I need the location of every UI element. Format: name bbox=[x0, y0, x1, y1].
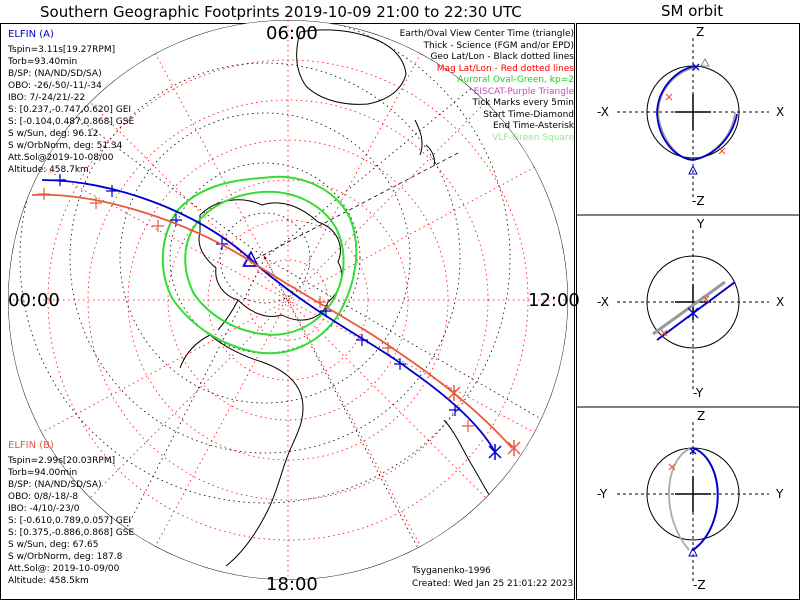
legend-item: Mag Lat/Lon - Red dotted lines bbox=[436, 63, 574, 74]
australia-outline bbox=[296, 29, 407, 105]
elfin-b-line: Att.Sol@: 2019-10-09/00 bbox=[8, 564, 120, 574]
orbit1-left-label: -X bbox=[597, 105, 609, 119]
orbit-a-path bbox=[692, 447, 719, 551]
orbit2-top-label: Y bbox=[697, 217, 705, 231]
orbit2-right-label: X bbox=[776, 295, 785, 309]
orbit1-top-label: Z bbox=[696, 25, 705, 39]
orbit2-left-label: -X bbox=[597, 295, 609, 309]
south-america-outline bbox=[179, 334, 304, 567]
orbit-a-path bbox=[656, 65, 738, 161]
auroral-oval-inner bbox=[184, 190, 345, 336]
elfin-b-line: Altitude: 458.5km bbox=[8, 576, 89, 586]
elfin-b-info: ELFIN (B) Tspin=2.99s[20.03RPM] Torb=94.… bbox=[8, 440, 134, 587]
elfin-a-line: S w/Sun, deg: 96.12 bbox=[8, 129, 99, 139]
elfin-b-line: OBO: 0/8/-18/-8 bbox=[8, 492, 79, 502]
elfin-b-line: Torb=94.00min bbox=[8, 468, 78, 478]
legend-item: Earth/Oval View Center Time (triangle) bbox=[399, 29, 574, 39]
elfin-a-line: B/SP: (NA/ND/SD/SA) bbox=[8, 69, 102, 79]
elfin-a-line: OBO: -26/-50/-11/-34 bbox=[8, 81, 102, 91]
elfin-b-science-asterisk bbox=[447, 385, 461, 401]
legend-item: End Time-Asterisk bbox=[492, 121, 574, 131]
orbit2-bottom-label: -Y bbox=[693, 386, 704, 400]
orbit-title: SM orbit bbox=[661, 2, 724, 20]
orbit-panel-yz bbox=[617, 422, 769, 584]
legend-item: Start Time-Diamond bbox=[483, 109, 574, 120]
orbit-b-path bbox=[668, 447, 692, 551]
orbit3-top-label: Z bbox=[697, 409, 706, 423]
elfin-a-track bbox=[41, 179, 496, 453]
auroral-oval-outer bbox=[161, 175, 358, 355]
elfin-b-line: S w/OrbNorm, deg: 187.8 bbox=[8, 552, 123, 562]
legend-item: EISCAT-Purple Triangle bbox=[473, 86, 574, 97]
elfin-a-line: Tspin=3.11s[19.27RPM] bbox=[8, 45, 116, 55]
elfin-b-end-asterisk bbox=[507, 440, 521, 456]
orbit1-bottom-label: -Z bbox=[692, 194, 705, 208]
view-center-line bbox=[249, 151, 461, 263]
legend-item: Auroral Oval-Green, kp=2 bbox=[457, 75, 574, 85]
elfin-a-line: Torb=93.40min bbox=[8, 57, 78, 67]
legend: Earth/Oval View Center Time (triangle) T… bbox=[400, 29, 574, 144]
elfin-b-line: S: [-0.610,0.789,0.057] GEI bbox=[8, 516, 132, 526]
elfin-a-line: Att.Sol@2019-10-08/00 bbox=[8, 153, 114, 163]
antarctic-peninsula-outline bbox=[217, 299, 239, 331]
elfin-a-line: S: [-0.104,0.487,0.868] GSE bbox=[8, 117, 135, 127]
elfin-a-line: S: [0.237,-0.747,0.620] GEI bbox=[8, 105, 132, 115]
elfin-b-line: S: [0.375,-0.886,0.868] GSE bbox=[8, 528, 135, 538]
elfin-a-info: ELFIN (A) Tspin=3.11s[19.27RPM] Torb=93.… bbox=[8, 29, 134, 176]
orbit-panel-xz bbox=[617, 38, 769, 200]
mag-grid bbox=[8, 20, 568, 580]
orbit3-bottom-label: -Z bbox=[693, 578, 706, 592]
elfin-a-line: Altitude: 458.7km bbox=[8, 165, 89, 175]
legend-item: Thick - Science (FGM and/or EPD) bbox=[423, 40, 574, 51]
antarctica-outline bbox=[198, 199, 343, 321]
page-title: Southern Geographic Footprints 2019-10-0… bbox=[40, 3, 522, 21]
elfin-a-label: ELFIN (A) bbox=[8, 29, 54, 40]
orbit-b-path bbox=[652, 280, 726, 336]
elfin-b-label: ELFIN (B) bbox=[8, 440, 54, 451]
elfin-b-ticks bbox=[38, 188, 474, 432]
elfin-b-line: Tspin=2.99s[20.03RPM] bbox=[8, 456, 116, 466]
elfin-a-end-asterisk bbox=[488, 444, 502, 460]
elfin-a-line: IBO: 7/-24/21/-22 bbox=[8, 93, 86, 103]
legend-item: VLF-Green Square bbox=[492, 132, 574, 143]
clock-label-right: 12:00 bbox=[528, 290, 580, 311]
orbit3-right-label: Y bbox=[776, 487, 784, 501]
orbit-a-path bbox=[656, 281, 736, 341]
elfin-b-line: IBO: -4/10/-23/0 bbox=[8, 504, 80, 514]
clock-label-left: 00:00 bbox=[8, 290, 60, 311]
orbit-b-path bbox=[657, 66, 736, 161]
orbit1-right-label: X bbox=[776, 105, 785, 119]
created-credit: Created: Wed Jan 25 21:01:22 2023 bbox=[412, 579, 574, 589]
orbit-panel-xy bbox=[617, 230, 769, 392]
model-credit: Tsyganenko-1996 bbox=[412, 566, 491, 576]
clock-label-top: 06:00 bbox=[266, 23, 318, 44]
elfin-a-line: S w/OrbNorm, deg: 51.34 bbox=[8, 141, 123, 151]
auroral-oval bbox=[161, 175, 358, 355]
elfin-b-line: B/SP: (NA/ND/SD/SA) bbox=[8, 480, 102, 490]
clock-label-bottom: 18:00 bbox=[266, 574, 318, 595]
legend-item: Geo Lat/Lon - Black dotted lines bbox=[430, 52, 574, 62]
legend-item: Tick Marks every 5min bbox=[472, 98, 574, 108]
elfin-b-line: S w/Sun, deg: 67.65 bbox=[8, 540, 99, 550]
orbit3-left-label: -Y bbox=[597, 487, 608, 501]
